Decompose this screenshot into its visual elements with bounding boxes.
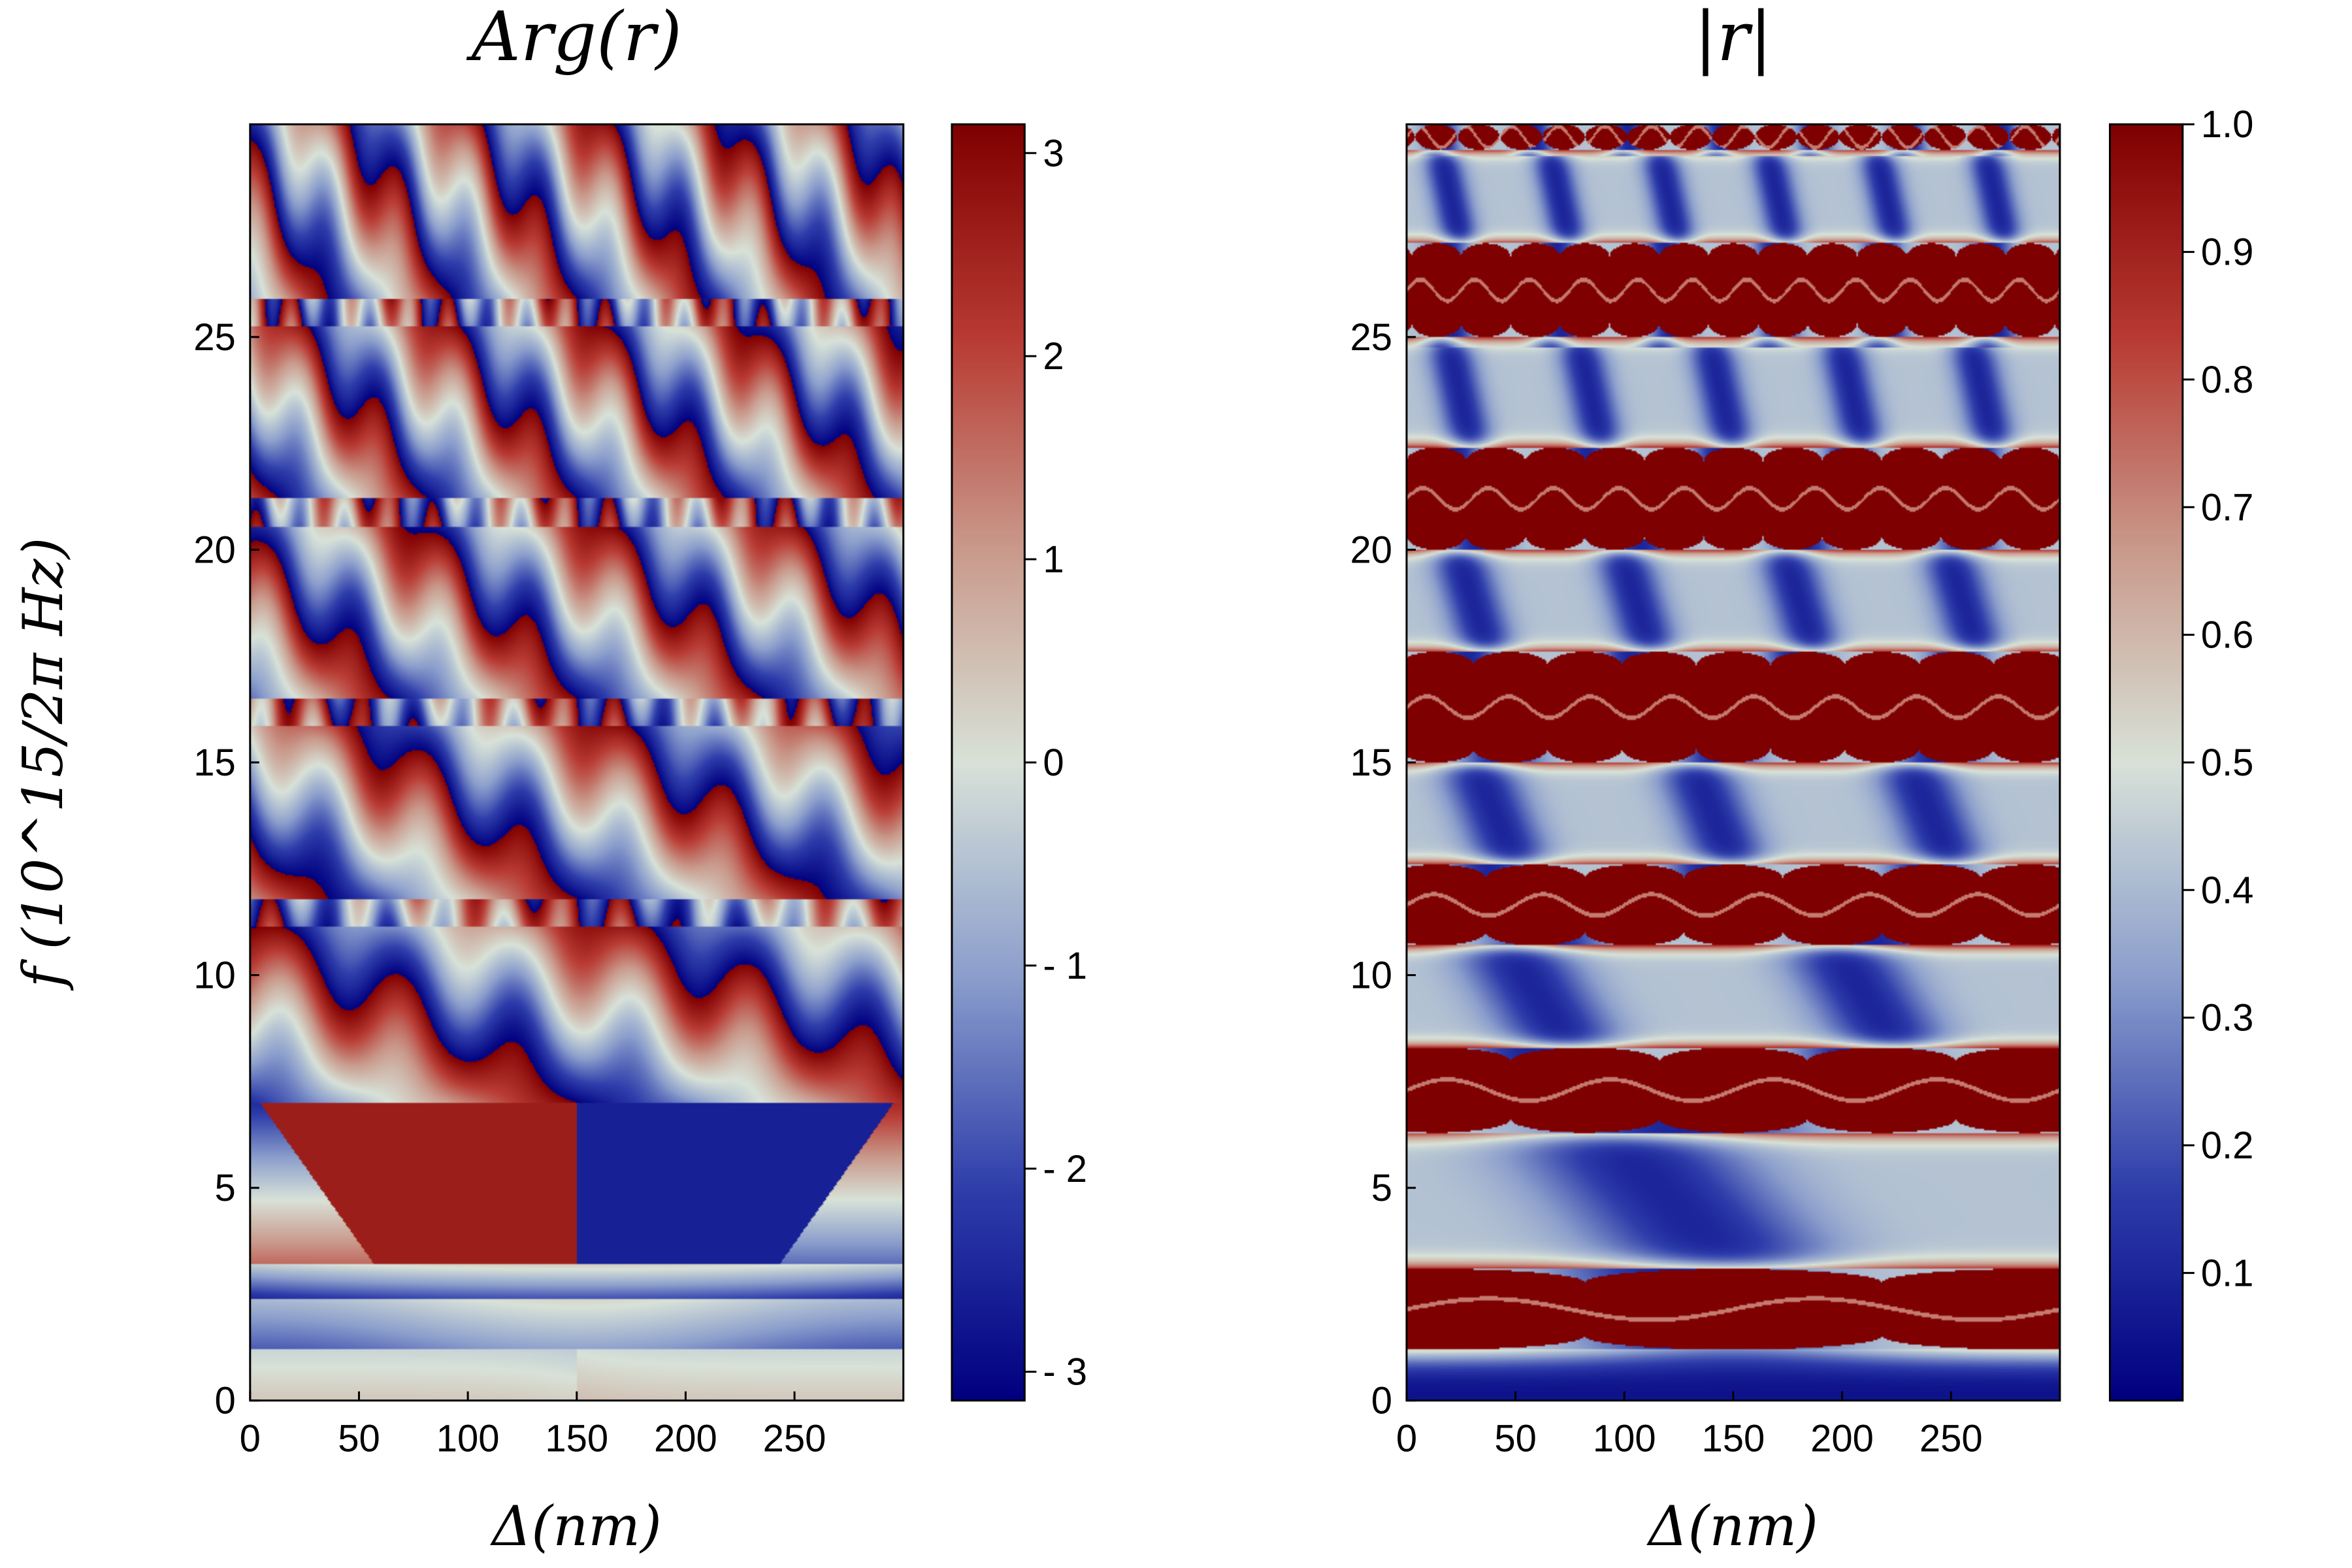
arg-x-tick-label: 250 <box>763 1418 826 1460</box>
abs-colorbar-tick-label: 0.5 <box>2201 742 2254 784</box>
abs-heatmap <box>1406 124 2060 1401</box>
arg-colorbar <box>951 124 1025 1401</box>
abs-colorbar-container <box>2110 124 2183 1401</box>
abs-x-tick-label: 50 <box>1494 1418 1537 1460</box>
abs-y-tick-label: 15 <box>1350 742 1392 784</box>
abs-y-tick-label: 10 <box>1350 955 1392 997</box>
arg-x-tick-label: 200 <box>654 1418 717 1460</box>
abs-x-tick-label: 100 <box>1593 1418 1656 1460</box>
arg-colorbar-tick-label: 2 <box>1043 335 1064 378</box>
abs-title: |r| <box>1694 0 1772 76</box>
abs-colorbar-tick-label: 1.0 <box>2201 103 2254 146</box>
arg-y-tick-label: 20 <box>193 529 236 571</box>
abs-colorbar-tick-label: 0.4 <box>2201 869 2254 911</box>
abs-colorbar-tick-label: 0.6 <box>2201 614 2254 657</box>
abs-x-tick-label: 200 <box>1810 1418 1874 1460</box>
abs-x-tick-label: 250 <box>1919 1418 1983 1460</box>
arg-colorbar-axes: - 3 - 2 - 1 0 1 2 3 <box>951 123 1087 1402</box>
arg-colorbar-container <box>951 124 1025 1401</box>
arg-y-tick-label: 15 <box>193 742 236 784</box>
abs-y-tick-label: 25 <box>1350 316 1392 359</box>
abs-x-tick-label: 150 <box>1702 1418 1765 1460</box>
abs-colorbar-tick-label: 0.2 <box>2201 1124 2254 1167</box>
abs-y-tick-label: 20 <box>1350 529 1392 571</box>
arg-colorbar-tick-label: - 2 <box>1043 1148 1087 1190</box>
arg-x-tick-label: 150 <box>545 1418 608 1460</box>
abs-axes: 0 50 100 150 200 250 0 5 10 15 20 25 <box>1350 123 2061 1460</box>
arg-colorbar-tick-label: - 1 <box>1043 945 1087 987</box>
abs-x-tick-label: 0 <box>1396 1418 1417 1460</box>
abs-colorbar-tick-label: 0.3 <box>2201 997 2254 1039</box>
abs-y-tick-label: 0 <box>1371 1380 1392 1422</box>
abs-colorbar-tick-label: 0.9 <box>2201 231 2254 274</box>
arg-colorbar-tick-label: 1 <box>1043 538 1064 581</box>
arg-axes: 0 50 100 150 200 250 0 5 10 15 20 25 <box>193 123 905 1460</box>
abs-x-axis-label: Δ(nm) <box>1646 1494 1818 1558</box>
arg-y-tick-label: 25 <box>193 316 236 359</box>
abs-colorbar-axes: 0.1 0.2 0.3 0.4 0.5 0.6 0.7 0.8 0.9 1.0 <box>2108 103 2254 1402</box>
arg-x-tick-label: 50 <box>338 1418 380 1460</box>
arg-y-tick-label: 0 <box>215 1380 236 1422</box>
arg-x-tick-label: 100 <box>436 1418 500 1460</box>
abs-heatmap-container <box>1406 124 2060 1401</box>
abs-colorbar-tick-label: 0.7 <box>2201 486 2254 529</box>
arg-y-tick-label: 5 <box>215 1167 236 1209</box>
arg-title: Arg(r) <box>466 0 682 76</box>
arg-heatmap <box>250 124 904 1401</box>
arg-colorbar-tick-label: 0 <box>1043 742 1064 784</box>
arg-y-axis-label: f (10^15/2π Hz) <box>11 538 75 992</box>
arg-x-tick-label: 0 <box>240 1418 261 1460</box>
abs-colorbar-tick-label: 0.1 <box>2201 1252 2254 1294</box>
arg-heatmap-container <box>250 124 904 1401</box>
arg-x-axis-label: Δ(nm) <box>490 1494 662 1558</box>
abs-y-tick-label: 5 <box>1371 1167 1392 1209</box>
arg-y-tick-label: 10 <box>193 955 236 997</box>
abs-colorbar-tick-label: 0.8 <box>2201 359 2254 401</box>
arg-colorbar-tick-label: 3 <box>1043 132 1064 174</box>
abs-colorbar <box>2110 124 2183 1401</box>
arg-colorbar-tick-label: - 3 <box>1043 1351 1087 1394</box>
